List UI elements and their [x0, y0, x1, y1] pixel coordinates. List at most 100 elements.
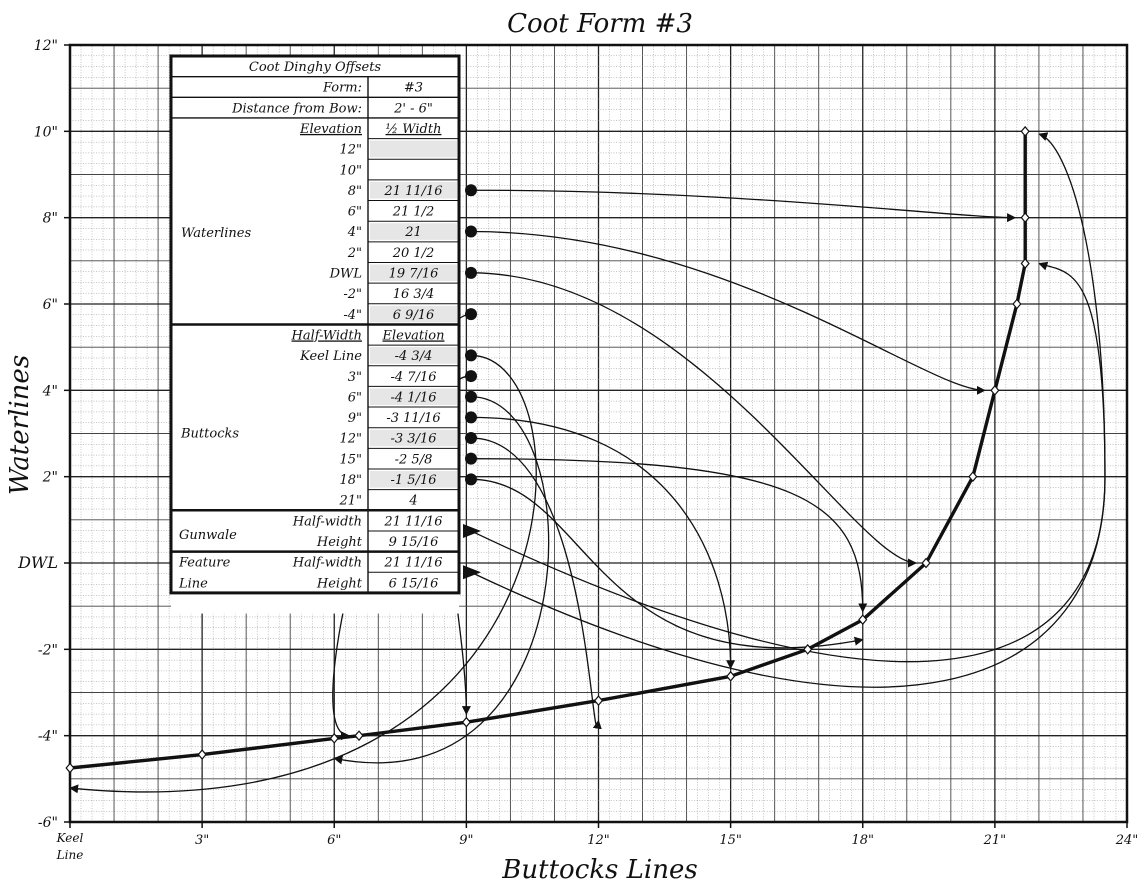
- waterline-arrow: [470, 272, 917, 568]
- table-gunwale-group: Gunwale: [179, 528, 237, 543]
- table-feature-h-label: Height: [316, 576, 363, 591]
- y-tick-label: 8": [43, 211, 58, 227]
- table-wl-elev: 8": [348, 184, 362, 199]
- gunwale-arrow: [470, 132, 1106, 663]
- table-bt-hw: 12": [339, 432, 362, 447]
- table-bt-hw: 6": [348, 390, 362, 405]
- table-cell-shade: [370, 347, 457, 364]
- hull-point: [726, 670, 736, 682]
- table-waterlines-group: Waterlines: [181, 226, 251, 241]
- table-wl-value: 6 9/16: [393, 308, 435, 323]
- buttock-arrow: [470, 478, 864, 649]
- table-bt-value: -4 1/16: [391, 390, 437, 405]
- x-tick-label: Keel: [56, 831, 84, 845]
- table-feature-h-value: 6 15/16: [389, 576, 439, 591]
- table-bt-hw: 18": [339, 473, 362, 488]
- hull-point: [1012, 298, 1022, 310]
- x-axis-label: Buttocks Lines: [501, 855, 697, 885]
- table-gunwale-hw-label: Half-width: [292, 514, 362, 529]
- plot-axes: Keel Line 3" 6" 9" 12" 15" 18" 21" 24" -6" -4" -2" DW…: [17, 38, 1137, 862]
- hull-point: [1020, 258, 1030, 269]
- table-wl-elev: 12": [339, 143, 362, 158]
- table-gunwale-hw-value: 21 11/16: [383, 514, 442, 529]
- table-title: Coot Dinghy Offsets: [249, 60, 382, 75]
- hull-point: [968, 471, 978, 483]
- table-wl-elev: 6": [348, 205, 362, 220]
- table-wl-elev: -4": [343, 308, 362, 323]
- table-bt-hw: 21": [338, 494, 362, 509]
- buttock-arrow: [470, 416, 736, 670]
- table-wl-elev: 4": [347, 225, 362, 240]
- table-wl-header-width: ½ Width: [386, 122, 442, 137]
- table-feature-group: Feature: [178, 556, 231, 571]
- table-bt-header-elev: Elevation: [381, 328, 444, 343]
- table-wl-value: 20 1/2: [392, 246, 435, 261]
- table-wl-elev: 2": [347, 246, 362, 261]
- y-tick-label: -4": [38, 729, 58, 745]
- y-tick-label: 4": [42, 383, 58, 399]
- y-tick-label: -6": [38, 815, 58, 831]
- x-tick-label: 9": [459, 833, 473, 848]
- table-distance-label: Distance from Bow:: [231, 101, 362, 116]
- hull-point: [197, 749, 207, 760]
- y-axis-label: Waterlines: [5, 355, 35, 495]
- y-tick-label: -2": [38, 642, 58, 658]
- table-wl-elev: DWL: [329, 267, 362, 282]
- offsets-table: Coot Dinghy Offsets Form: #3 Distance from …: [169, 54, 461, 614]
- table-cell-shade: [370, 471, 457, 488]
- x-tick-label: 21": [983, 833, 1007, 848]
- hull-line-series: [69, 131, 1027, 770]
- y-tick-label: 12": [34, 38, 58, 54]
- table-wl-value: 21 1/2: [392, 205, 435, 220]
- table-feature-hw-label: Half-width: [292, 556, 362, 571]
- hull-point: [858, 614, 868, 626]
- table-bt-value: -2 5/8: [395, 452, 433, 467]
- hull-point: [921, 557, 931, 569]
- hull-point: [461, 716, 471, 728]
- table-cell-shade: [370, 388, 457, 406]
- table-cell-shade: [370, 264, 457, 282]
- table-wl-value: 19 7/16: [389, 267, 439, 282]
- waterline-arrow: [470, 230, 986, 395]
- table-bt-hw: 15": [339, 452, 362, 467]
- hull-section-line: [65, 125, 1030, 774]
- y-tick-label: DWL: [17, 553, 58, 572]
- table-wl-elev: -2": [343, 287, 362, 302]
- table-bt-value: -4 3/4: [395, 349, 433, 364]
- hull-point: [1020, 212, 1030, 224]
- y-tick-label: 6": [43, 297, 58, 313]
- table-bt-value: -1 5/16: [391, 473, 437, 488]
- y-tick-label: 10": [34, 124, 58, 140]
- table-gunwale-h-value: 9 15/16: [389, 535, 439, 550]
- table-bt-header-hw: Half-Width: [291, 328, 362, 343]
- x-tick-label: 6": [327, 833, 341, 848]
- table-bt-value: -3 11/16: [386, 411, 440, 426]
- x-tick-label: 24": [1115, 833, 1137, 848]
- chart-title: Coot Form #3: [507, 9, 693, 39]
- table-cell-shade: [370, 429, 457, 447]
- table-bt-hw: Keel Line: [299, 349, 362, 364]
- table-wl-header-elev: Elevation: [299, 122, 362, 137]
- table-distance-value: 2' - 6": [393, 101, 433, 116]
- table-cell-shade: [370, 140, 457, 158]
- table-wl-elev: 10": [339, 163, 362, 178]
- table-cell-shade: [370, 181, 457, 199]
- hull-point: [593, 695, 604, 707]
- table-wl-value: 21: [404, 225, 422, 240]
- hull-point: [1020, 125, 1030, 137]
- table-cell-shade: [370, 305, 457, 323]
- hull-point: [803, 643, 813, 655]
- x-tick-label: 3": [195, 833, 209, 848]
- table-buttocks-group: Buttocks: [180, 427, 239, 442]
- hull-point: [990, 384, 1000, 396]
- table-bt-value: -4 7/16: [391, 370, 437, 385]
- hull-point: [65, 762, 75, 774]
- x-tick-label: 18": [851, 833, 874, 848]
- table-bt-hw: 9": [348, 411, 362, 426]
- buttock-arrow: [470, 458, 868, 613]
- hull-point: [329, 732, 339, 744]
- table-bt-value: 4: [408, 494, 417, 509]
- waterline-arrow: [470, 189, 1017, 223]
- table-bt-value: -3 3/16: [391, 432, 437, 447]
